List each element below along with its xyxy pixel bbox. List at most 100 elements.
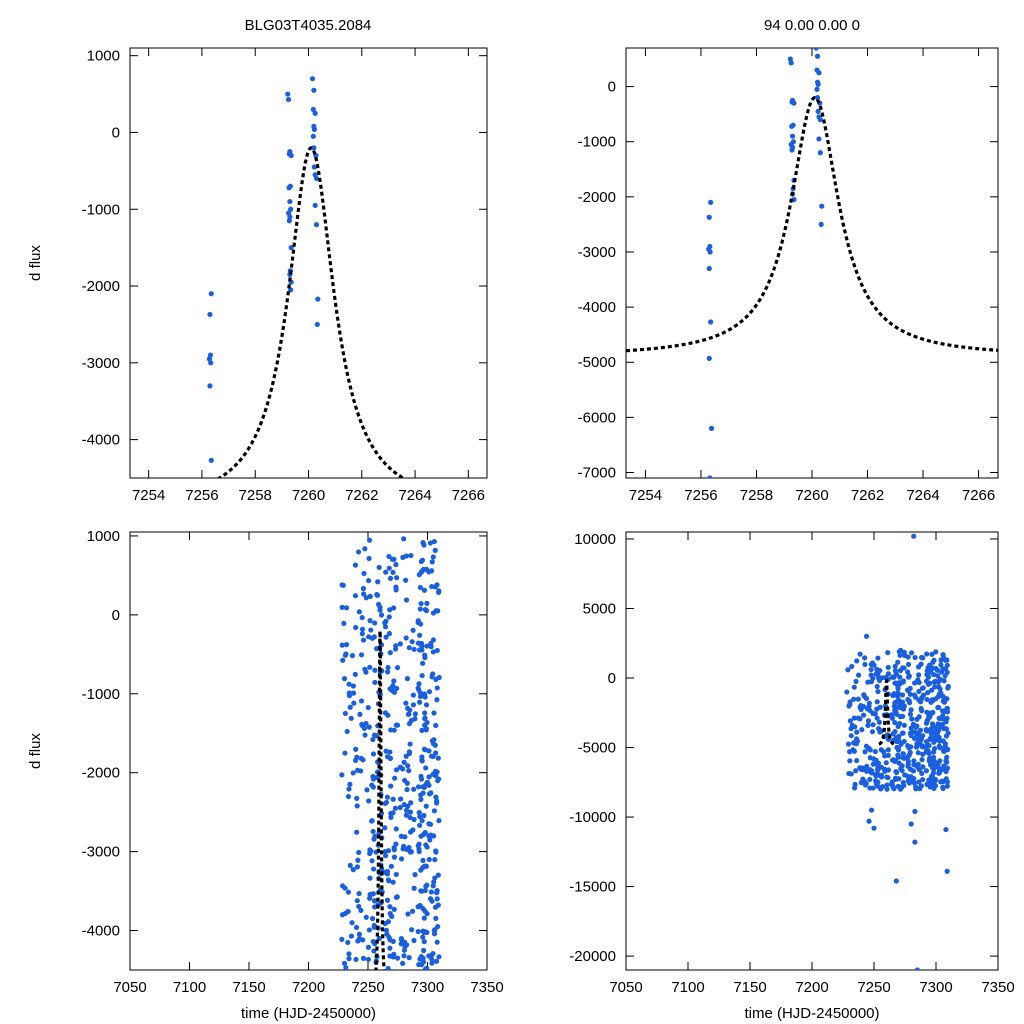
data-point [929, 687, 935, 693]
data-point [315, 296, 321, 302]
data-point [421, 812, 427, 819]
data-point [408, 717, 414, 724]
data-point [342, 710, 348, 717]
data-point [416, 848, 422, 855]
data-point [815, 81, 821, 87]
data-point [394, 685, 400, 692]
data-point [313, 175, 320, 182]
data-point [348, 715, 354, 721]
data-point [931, 739, 937, 745]
data-point [923, 743, 929, 750]
data-point [896, 649, 902, 655]
data-point [339, 936, 345, 942]
data-point [357, 711, 363, 717]
data-point [406, 645, 412, 651]
data-point [932, 724, 939, 730]
data-point [708, 319, 714, 325]
data-point [851, 715, 857, 721]
data-point [853, 678, 859, 684]
data-point [398, 796, 404, 802]
data-point [376, 564, 382, 571]
data-point [411, 816, 417, 823]
data-point [937, 758, 943, 764]
data-point [931, 749, 937, 755]
data-point [435, 923, 441, 930]
data-point [864, 763, 870, 770]
data-point [877, 667, 883, 674]
data-point [382, 620, 388, 626]
data-point [372, 679, 378, 686]
data-point [816, 136, 822, 142]
data-point [896, 738, 902, 744]
data-point [876, 677, 883, 684]
data-point [923, 726, 929, 733]
data-point [421, 947, 427, 954]
data-point [422, 747, 429, 753]
data-point [386, 565, 392, 571]
model-curve [374, 629, 386, 970]
data-point [819, 203, 825, 209]
data-point [866, 818, 872, 824]
data-point [817, 150, 823, 156]
data-point [403, 635, 409, 641]
data-point [431, 710, 437, 716]
data-point [418, 833, 424, 839]
data-point [928, 782, 934, 788]
data-point [924, 709, 930, 715]
data-point [875, 688, 881, 695]
data-point [855, 672, 862, 678]
data-point [426, 833, 432, 839]
data-point [393, 584, 399, 590]
data-point [936, 743, 942, 749]
data-point [882, 766, 888, 773]
data-point [944, 765, 950, 771]
data-point [902, 772, 908, 778]
data-point [394, 575, 400, 581]
data-point [814, 95, 821, 101]
data-point [388, 783, 394, 789]
data-point [339, 772, 345, 778]
data-point [429, 738, 436, 744]
data-point [885, 671, 891, 677]
data-point [404, 676, 411, 682]
data-point [370, 776, 377, 782]
data-point [854, 736, 860, 742]
y-tick-label: -5000 [578, 740, 616, 757]
plot-area [206, 76, 407, 478]
data-point [935, 705, 941, 711]
data-point [359, 721, 365, 728]
data-point [350, 690, 357, 696]
data-point [889, 674, 896, 680]
data-point [347, 704, 353, 710]
y-tick-label: 0 [112, 124, 120, 141]
data-point [387, 575, 394, 581]
plot-area [339, 536, 442, 970]
data-point [411, 937, 417, 944]
data-point [372, 904, 378, 910]
data-point [387, 945, 393, 951]
data-point [865, 718, 872, 724]
data-point [846, 703, 852, 709]
data-point [392, 805, 399, 811]
data-point [395, 722, 401, 728]
data-point [854, 757, 860, 764]
data-point [404, 786, 410, 793]
y-tick-label: -3000 [82, 844, 120, 861]
data-point [417, 956, 423, 962]
data-point [905, 763, 911, 769]
data-point [386, 614, 392, 620]
data-point [926, 715, 932, 721]
plot-area [626, 48, 998, 478]
data-point [388, 727, 394, 733]
data-point [901, 782, 907, 789]
data-point [430, 610, 436, 616]
data-point [403, 700, 409, 706]
data-point [373, 646, 380, 652]
data-point [896, 760, 902, 766]
data-point [876, 726, 882, 732]
data-point [422, 829, 428, 836]
data-point [884, 782, 890, 788]
y-tick-label: -1000 [82, 201, 120, 218]
data-point [356, 903, 362, 910]
